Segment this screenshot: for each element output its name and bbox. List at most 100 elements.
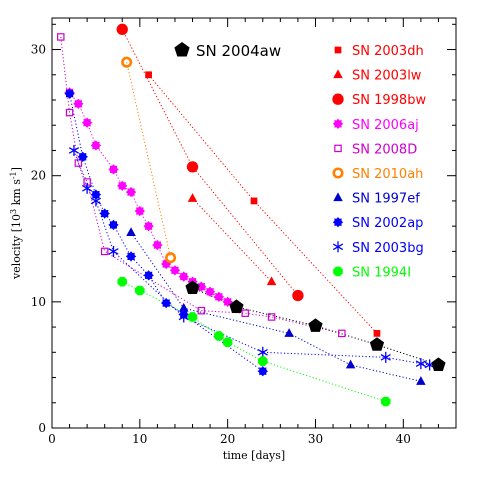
data-point xyxy=(90,195,102,207)
series-markers-group xyxy=(117,276,391,407)
data-point xyxy=(369,337,385,351)
data-point xyxy=(125,251,137,262)
data-point xyxy=(431,357,446,371)
data-point xyxy=(333,69,343,79)
data-point xyxy=(90,189,102,200)
data-point xyxy=(416,376,426,385)
data-point xyxy=(82,182,93,194)
data-point xyxy=(174,42,190,57)
series-markers xyxy=(57,23,446,407)
data-point xyxy=(152,239,163,251)
y-tick-label: 30 xyxy=(31,43,46,57)
series-line xyxy=(60,36,342,334)
series-line xyxy=(148,74,378,334)
x-tick-label: 10 xyxy=(132,432,147,446)
data-point xyxy=(90,140,102,151)
data-point xyxy=(108,164,119,175)
data-point xyxy=(68,144,80,156)
data-point xyxy=(333,266,343,277)
data-point xyxy=(74,159,83,167)
series-markers-group xyxy=(126,227,426,385)
y-tick-label: 10 xyxy=(31,295,46,309)
series-line xyxy=(69,93,264,372)
data-point xyxy=(169,265,181,276)
data-point xyxy=(99,208,110,219)
data-point xyxy=(267,313,276,321)
data-point xyxy=(292,289,304,302)
x-axis-label: time [days] xyxy=(223,449,285,462)
y-tick-label: 20 xyxy=(31,169,46,183)
data-point xyxy=(257,366,268,377)
data-point xyxy=(250,197,258,205)
x-tick-label: 30 xyxy=(308,432,323,446)
axis-ticks: 0 10 20 30 40 0 10 20 30 xyxy=(31,18,457,446)
data-point xyxy=(333,192,343,202)
series-markers-group xyxy=(121,56,177,264)
data-point xyxy=(308,318,323,332)
data-point xyxy=(185,280,200,295)
series-line xyxy=(126,62,172,258)
data-point xyxy=(415,358,426,370)
legend-label: SN 2008D xyxy=(352,142,417,157)
legend-label: SN 2004aw xyxy=(196,42,281,60)
data-point xyxy=(77,151,88,162)
data-point xyxy=(332,93,344,105)
data-point xyxy=(126,227,136,236)
series-markers-group xyxy=(185,280,446,371)
data-point xyxy=(117,276,128,287)
series-line xyxy=(192,287,439,366)
series-markers-group xyxy=(116,23,304,302)
data-point xyxy=(241,309,249,317)
data-point xyxy=(345,359,356,369)
data-point xyxy=(334,46,342,54)
data-point xyxy=(196,281,207,292)
x-tick-label: 0 xyxy=(48,432,56,446)
data-point xyxy=(160,297,172,309)
x-tick-label: 20 xyxy=(220,432,235,446)
data-point xyxy=(121,56,133,68)
data-point xyxy=(165,252,177,264)
data-point xyxy=(73,98,84,109)
legend-label: SN 1997ef xyxy=(352,192,420,207)
legend-label: SN 1994I xyxy=(352,265,411,280)
legend-label: SN 1998bw xyxy=(352,93,426,108)
data-point xyxy=(108,245,119,257)
legend-label: SN 2003lw xyxy=(352,69,422,84)
series-line xyxy=(130,232,421,382)
data-point xyxy=(145,71,152,79)
data-point xyxy=(332,118,344,129)
data-point xyxy=(178,302,189,312)
data-point xyxy=(178,311,189,323)
data-point xyxy=(284,328,294,337)
data-point xyxy=(178,271,189,282)
legend: SN 2004aw SN 2003dh SN 2003lw SN 1998bw SN 2… xyxy=(174,42,426,280)
data-point xyxy=(229,299,244,313)
legend-label: SN 2006aj xyxy=(352,118,419,133)
y-tick-label: 0 xyxy=(38,421,46,435)
data-point xyxy=(332,241,344,253)
data-point xyxy=(187,193,198,202)
data-point xyxy=(214,331,224,341)
data-point xyxy=(332,167,344,179)
data-point xyxy=(213,291,225,302)
data-point xyxy=(116,23,128,36)
data-point xyxy=(100,247,109,256)
plot-frame xyxy=(51,17,457,429)
data-point xyxy=(108,219,119,231)
series-markers-group xyxy=(57,33,346,338)
series-markers-group xyxy=(64,88,268,377)
data-point xyxy=(187,312,198,322)
x-tick-label: 40 xyxy=(396,432,411,446)
data-point xyxy=(65,108,74,117)
legend-label: SN 2002ap xyxy=(352,216,423,231)
data-point xyxy=(332,217,344,228)
data-point xyxy=(186,161,199,173)
series-markers-group xyxy=(187,193,277,286)
data-point xyxy=(143,220,154,232)
data-point xyxy=(204,286,216,297)
data-point xyxy=(57,33,65,41)
data-point xyxy=(257,356,268,366)
legend-label: SN 2010ah xyxy=(352,167,423,182)
data-point xyxy=(222,337,233,348)
